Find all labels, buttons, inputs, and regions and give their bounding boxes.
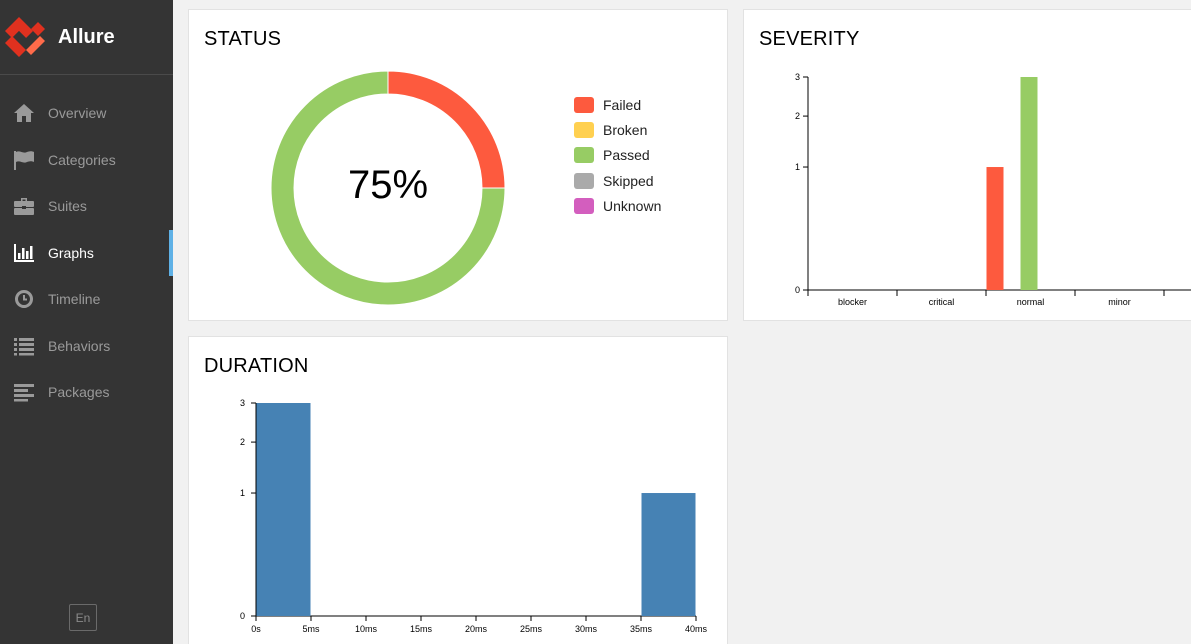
severity-x-tick-label: critical xyxy=(929,297,955,307)
broken-swatch xyxy=(574,121,594,138)
status-legend: Failed Broken Passed Skipped Unknown xyxy=(574,92,661,218)
sidebar-item-label: Packages xyxy=(48,384,110,401)
legend-item-failed[interactable]: Failed xyxy=(574,92,661,117)
language-switch-button[interactable]: En xyxy=(69,604,97,631)
duration-widget: DURATION 0 1 2 3 0s 5ms 10ms 15ms 20ms 25ms 30ms 35… xyxy=(188,336,728,644)
duration-x-tick-label: 25ms xyxy=(520,624,543,634)
severity-x-tick-label: blocker xyxy=(838,297,867,307)
sidebar-item-label: Categories xyxy=(48,151,116,168)
duration-x-tick-label: 10ms xyxy=(355,624,378,634)
sidebar-item-label: Overview xyxy=(48,105,107,122)
severity-x-tick-label: normal xyxy=(1017,297,1045,307)
sidebar-item-label: Suites xyxy=(48,198,87,215)
align-left-icon xyxy=(12,382,36,402)
legend-label: Passed xyxy=(603,147,650,164)
duration-y-tick-label: 2 xyxy=(240,437,245,447)
severity-y-tick-label: 2 xyxy=(795,111,800,121)
duration-x-tick-label: 35ms xyxy=(630,624,653,634)
severity-y-tick-label: 1 xyxy=(795,162,800,172)
severity-y-tick-label: 0 xyxy=(795,285,800,295)
legend-label: Broken xyxy=(603,121,648,138)
legend-item-passed[interactable]: Passed xyxy=(574,143,661,168)
failed-swatch xyxy=(574,96,594,113)
passed-swatch xyxy=(574,147,594,164)
status-slice-passed xyxy=(270,70,506,306)
severity-bar-failed-normal xyxy=(986,167,1004,290)
brand[interactable]: Allure xyxy=(0,0,173,75)
clock-icon xyxy=(12,289,36,309)
sidebar-item-label: Graphs xyxy=(48,244,94,261)
sidebar-item-label: Timeline xyxy=(48,291,101,308)
legend-label: Failed xyxy=(603,96,642,113)
status-donut-chart: 75% xyxy=(270,70,506,306)
severity-widget: SEVERITY 0 1 2 3 blocker critical normal minor xyxy=(743,9,1191,321)
duration-widget-title: DURATION xyxy=(204,355,309,377)
flag-icon xyxy=(12,150,36,170)
allure-logo-icon xyxy=(5,17,45,57)
sidebar-item-behaviors[interactable]: Behaviors xyxy=(0,323,173,370)
legend-label: Skipped xyxy=(603,172,654,189)
sidebar-item-suites[interactable]: Suites xyxy=(0,183,173,230)
duration-x-tick-label: 40ms xyxy=(685,624,708,634)
legend-item-unknown[interactable]: Unknown xyxy=(574,193,661,218)
severity-bar-passed-normal xyxy=(1020,77,1038,290)
legend-item-broken[interactable]: Broken xyxy=(574,117,661,142)
status-widget: STATUS 75% Failed Broken Passed Skipped xyxy=(188,9,728,321)
sidebar: Allure Overview Categories Suites xyxy=(0,0,173,644)
status-percent-label: 75% xyxy=(348,163,428,207)
status-widget-title: STATUS xyxy=(204,28,282,50)
duration-y-tick-label: 1 xyxy=(240,488,245,498)
duration-bar-0-5 xyxy=(256,403,311,616)
duration-x-tick-label: 15ms xyxy=(410,624,433,634)
unknown-swatch xyxy=(574,197,594,214)
severity-widget-title: SEVERITY xyxy=(759,28,860,50)
sidebar-nav: Overview Categories Suites Graphs xyxy=(0,90,173,416)
legend-label: Unknown xyxy=(603,197,662,214)
sidebar-item-label: Behaviors xyxy=(48,337,111,354)
duration-x-tick-label: 5ms xyxy=(302,624,320,634)
sidebar-item-categories[interactable]: Categories xyxy=(0,137,173,184)
duration-bar-35-40 xyxy=(641,493,696,616)
home-icon xyxy=(12,103,36,123)
duration-histogram: 0 1 2 3 0s 5ms 10ms 15ms 20ms 25ms 30ms 35ms 40ms xyxy=(240,398,708,634)
bar-chart-icon xyxy=(12,243,36,263)
list-icon xyxy=(12,336,36,356)
sidebar-item-graphs[interactable]: Graphs xyxy=(0,229,173,277)
severity-y-tick-label: 3 xyxy=(795,72,800,82)
duration-y-tick-label: 3 xyxy=(240,398,245,408)
duration-x-tick-label: 30ms xyxy=(575,624,598,634)
duration-x-tick-label: 0s xyxy=(251,624,261,634)
briefcase-icon xyxy=(12,196,36,216)
severity-bar-chart: 0 1 2 3 blocker critical normal minor xyxy=(795,72,1191,307)
sidebar-item-timeline[interactable]: Timeline xyxy=(0,276,173,323)
sidebar-item-packages[interactable]: Packages xyxy=(0,369,173,416)
duration-x-tick-label: 20ms xyxy=(465,624,488,634)
sidebar-item-overview[interactable]: Overview xyxy=(0,90,173,137)
app-title: Allure xyxy=(58,25,115,48)
severity-x-tick-label: minor xyxy=(1108,297,1131,307)
legend-item-skipped[interactable]: Skipped xyxy=(574,168,661,193)
skipped-swatch xyxy=(574,172,594,189)
duration-y-tick-label: 0 xyxy=(240,611,245,621)
